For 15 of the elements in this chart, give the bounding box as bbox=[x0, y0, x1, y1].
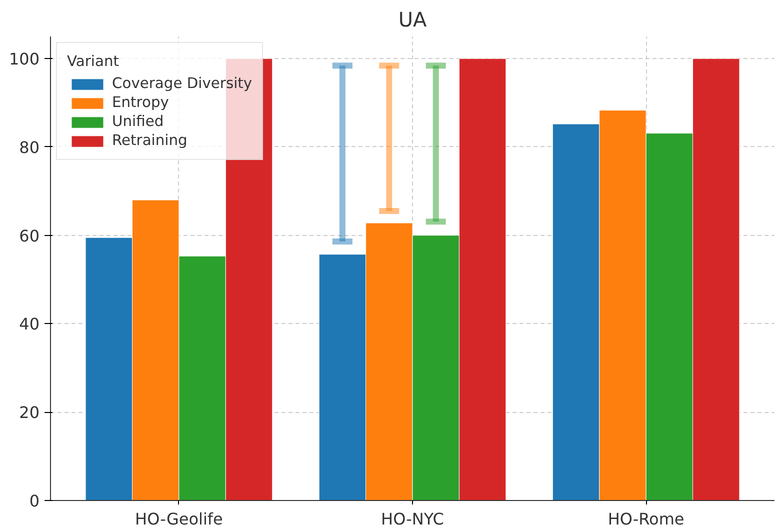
y-tick-label: 80 bbox=[19, 138, 40, 157]
x-tick-label: HO-NYC bbox=[381, 510, 444, 528]
legend-label: Coverage Diversity bbox=[112, 75, 252, 92]
y-tick-label: 60 bbox=[19, 226, 40, 246]
y-tick-label: 20 bbox=[19, 403, 40, 422]
x-tick-label: HO-Geolife bbox=[135, 510, 223, 528]
y-tick-label: 40 bbox=[19, 314, 40, 334]
y-tick-label: 0 bbox=[29, 492, 40, 510]
legend-title: Variant bbox=[67, 53, 120, 70]
y-tick-label: 100 bbox=[8, 50, 40, 69]
chart-title: UA bbox=[398, 8, 427, 32]
legend-label: Entropy bbox=[112, 94, 169, 111]
legend-label: Unified bbox=[112, 113, 164, 130]
legend-label: Retraining bbox=[112, 132, 188, 149]
x-tick-label: HO-Rome bbox=[608, 510, 684, 528]
